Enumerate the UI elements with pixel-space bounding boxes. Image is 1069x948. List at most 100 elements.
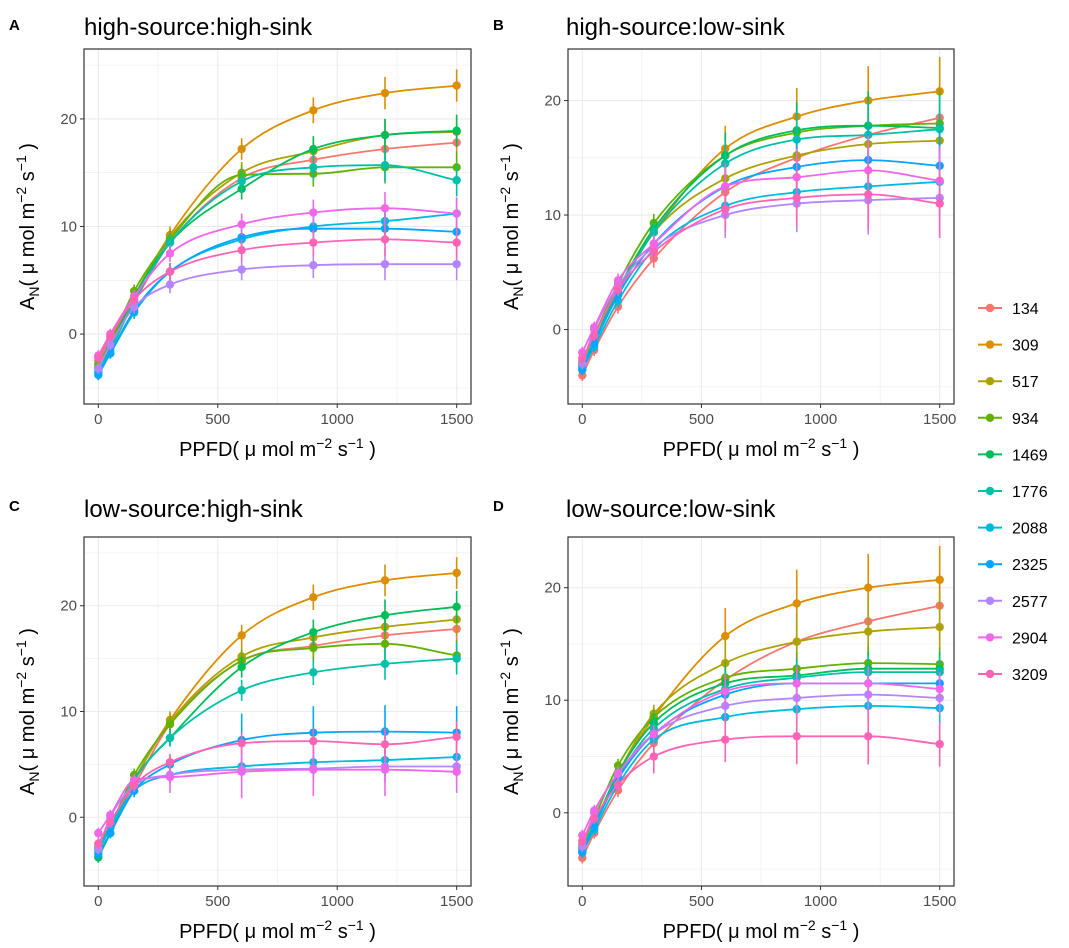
legend-marker: [985, 596, 995, 605]
data-point: [237, 233, 246, 242]
data-point: [380, 235, 390, 244]
legend-item-517: 517: [978, 374, 1039, 391]
data-point: [380, 204, 390, 213]
data-point: [309, 208, 318, 217]
legend-label: 2088: [1012, 521, 1048, 538]
data-point: [106, 349, 115, 358]
data-point: [452, 568, 461, 578]
x-axis-label: PPFD( μ mol m−2 s−1 ): [663, 435, 860, 461]
legend-item-134: 134: [978, 301, 1039, 318]
y-axis-label: AN( μ mol m−2 s−1 ): [497, 628, 526, 795]
data-point: [309, 643, 318, 653]
y-tick-label: 10: [544, 692, 561, 709]
data-point: [452, 81, 461, 90]
data-point: [94, 828, 103, 838]
data-point: [452, 176, 461, 185]
data-point: [309, 668, 318, 677]
y-axis-label: AN( μ mol m−2 s−1 ): [497, 143, 526, 310]
x-tick-label: 1500: [440, 893, 473, 910]
axes: 0 500 1000 1500 0 10 20: [60, 598, 473, 910]
x-tick-label: 1000: [321, 411, 354, 428]
legend-marker: [985, 523, 995, 532]
data-point: [237, 686, 246, 695]
data-point: [237, 631, 246, 640]
legend-marker: [985, 413, 995, 422]
x-tick-label: 1500: [923, 411, 956, 428]
y-tick-label: 10: [544, 207, 561, 224]
data-point: [452, 238, 461, 247]
x-tick-label: 500: [205, 893, 230, 910]
y-tick-label: 20: [60, 598, 77, 615]
data-point: [380, 160, 390, 170]
data-point: [452, 259, 461, 269]
data-point: [721, 205, 730, 214]
data-point: [613, 761, 623, 770]
legend-label: 1776: [1012, 484, 1048, 501]
data-point: [309, 736, 318, 746]
data-point: [613, 276, 623, 285]
legend-item-1776: 1776: [978, 484, 1048, 501]
panel-title: high-source:low-sink: [566, 14, 786, 41]
data-point: [165, 249, 175, 258]
data-point: [452, 209, 461, 218]
legend-item-2325: 2325: [978, 557, 1048, 574]
legend-marker: [985, 486, 995, 496]
legend-label: 934: [1012, 411, 1039, 428]
legend-item-934: 934: [978, 411, 1039, 428]
legend-item-2904: 2904: [978, 630, 1048, 647]
legend-marker: [985, 340, 995, 349]
y-axis-label: AN( μ mol m−2 s−1 ): [13, 143, 42, 310]
data-point: [94, 370, 103, 380]
legend-item-309: 309: [978, 338, 1039, 355]
panel-tag: C: [9, 498, 20, 515]
data-point: [309, 593, 318, 602]
legend-item-1469: 1469: [978, 447, 1048, 464]
data-point: [129, 781, 139, 790]
x-tick-label: 1500: [923, 893, 956, 910]
y-tick-label: 10: [60, 704, 77, 721]
x-axis-label: PPFD( μ mol m−2 s−1 ): [179, 435, 376, 461]
y-tick-label: 20: [544, 580, 561, 597]
x-tick-label: 500: [689, 411, 714, 428]
data-point: [237, 177, 246, 186]
data-point: [721, 631, 730, 641]
data-point: [380, 611, 390, 620]
data-point: [380, 765, 390, 774]
data-point: [380, 576, 390, 585]
data-point: [165, 267, 175, 276]
y-tick-label: 10: [60, 219, 77, 236]
data-point: [452, 654, 461, 663]
x-tick-label: 0: [94, 893, 102, 910]
data-point: [237, 767, 246, 776]
data-point: [590, 331, 599, 340]
data-point: [613, 769, 623, 778]
data-point: [864, 583, 873, 592]
x-tick-label: 0: [578, 411, 586, 428]
plot-border: [567, 48, 955, 405]
panel-title: low-source:high-sink: [84, 496, 304, 523]
plot-border: [567, 536, 955, 887]
data-point: [792, 637, 801, 646]
data-point: [380, 130, 390, 140]
data-point: [309, 224, 318, 233]
data-point: [590, 822, 599, 831]
axes: 0 500 1000 1500 0 10 20: [544, 93, 956, 428]
data-point: [106, 340, 115, 350]
legend-label: 309: [1012, 338, 1039, 355]
data-point: [380, 659, 390, 669]
axes: 0 500 1000 1500 0 10 20: [60, 111, 473, 428]
data-point: [165, 719, 175, 729]
panel-tag: A: [9, 17, 20, 34]
data-point: [792, 193, 801, 203]
legend-label: 2577: [1012, 594, 1048, 611]
data-point: [452, 767, 461, 776]
data-point: [792, 679, 801, 688]
panel-title: high-source:high-sink: [84, 14, 313, 41]
gridlines: [568, 49, 954, 404]
series-line: [97, 166, 457, 365]
